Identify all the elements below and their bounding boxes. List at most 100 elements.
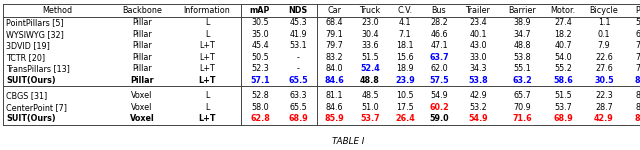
- Text: 33.0: 33.0: [469, 53, 487, 62]
- Text: 71.6: 71.6: [512, 114, 532, 123]
- Text: 84.6: 84.6: [326, 103, 343, 112]
- Text: 15.6: 15.6: [396, 53, 414, 62]
- Text: 45.3: 45.3: [289, 18, 307, 27]
- Text: 47.1: 47.1: [430, 41, 448, 50]
- Text: 52.4: 52.4: [360, 64, 380, 73]
- Text: 22.6: 22.6: [595, 53, 613, 62]
- Text: Pillar: Pillar: [132, 64, 152, 73]
- Text: 42.9: 42.9: [594, 114, 614, 123]
- Text: 43.0: 43.0: [469, 41, 487, 50]
- Text: L+T: L+T: [199, 64, 215, 73]
- Text: 22.3: 22.3: [595, 91, 613, 100]
- Text: C.V.: C.V.: [397, 6, 413, 15]
- Text: -: -: [296, 53, 300, 62]
- Text: 41.9: 41.9: [289, 30, 307, 39]
- Text: SUIT(Ours): SUIT(Ours): [6, 114, 56, 123]
- Text: 26.4: 26.4: [395, 114, 415, 123]
- Text: 83.4: 83.4: [636, 103, 640, 112]
- Text: 46.6: 46.6: [430, 30, 448, 39]
- Text: WYSIWYG [32]: WYSIWYG [32]: [6, 30, 64, 39]
- Text: 54.0: 54.0: [554, 53, 572, 62]
- Text: 57.5: 57.5: [429, 76, 449, 85]
- Text: 85.9: 85.9: [324, 114, 344, 123]
- Text: 7.9: 7.9: [598, 41, 611, 50]
- Text: 59.7: 59.7: [635, 18, 640, 27]
- Text: CBGS [31]: CBGS [31]: [6, 91, 47, 100]
- Text: 58.0: 58.0: [251, 103, 269, 112]
- Text: Method: Method: [42, 6, 72, 15]
- Text: 27.6: 27.6: [595, 64, 613, 73]
- Text: 28.2: 28.2: [430, 18, 448, 27]
- Text: Pillar: Pillar: [132, 53, 152, 62]
- Text: 34.3: 34.3: [469, 64, 487, 73]
- Text: 33.6: 33.6: [361, 41, 379, 50]
- Text: 38.9: 38.9: [513, 18, 531, 27]
- Text: 52.8: 52.8: [251, 91, 269, 100]
- Text: 79.7: 79.7: [326, 41, 344, 50]
- Text: Voxel: Voxel: [131, 91, 153, 100]
- Text: Car: Car: [328, 6, 342, 15]
- Text: 68.4: 68.4: [326, 18, 343, 27]
- Text: 53.7: 53.7: [554, 103, 572, 112]
- Text: 80.1: 80.1: [636, 91, 640, 100]
- Text: 53.1: 53.1: [289, 41, 307, 50]
- Text: 65.5: 65.5: [289, 103, 307, 112]
- Text: 18.2: 18.2: [554, 30, 572, 39]
- Text: 65.0: 65.0: [635, 30, 640, 39]
- Text: TABLE I: TABLE I: [332, 136, 364, 146]
- Text: TransPillars [13]: TransPillars [13]: [6, 64, 70, 73]
- Text: 10.5: 10.5: [396, 91, 414, 100]
- Text: 55.2: 55.2: [554, 64, 572, 73]
- Text: 51.0: 51.0: [361, 103, 379, 112]
- Text: 23.4: 23.4: [469, 18, 487, 27]
- Text: 80.3: 80.3: [634, 76, 640, 85]
- Text: 81.1: 81.1: [326, 91, 343, 100]
- Text: 18.9: 18.9: [396, 64, 414, 73]
- Text: 85.6: 85.6: [634, 114, 640, 123]
- Text: 30.5: 30.5: [594, 76, 614, 85]
- Text: 59.0: 59.0: [429, 114, 449, 123]
- Text: mAP: mAP: [250, 6, 270, 15]
- Text: Trailer: Trailer: [465, 6, 490, 15]
- Text: 7.1: 7.1: [399, 30, 412, 39]
- Text: 48.8: 48.8: [360, 76, 380, 85]
- Text: L+T: L+T: [198, 114, 216, 123]
- Text: 3DVID [19]: 3DVID [19]: [6, 41, 50, 50]
- Text: 45.4: 45.4: [251, 41, 269, 50]
- Text: 48.5: 48.5: [361, 91, 379, 100]
- Text: 30.5: 30.5: [251, 18, 269, 27]
- Text: 63.7: 63.7: [429, 53, 449, 62]
- Text: 76.5: 76.5: [635, 41, 640, 50]
- Text: Voxel: Voxel: [131, 103, 153, 112]
- Text: 35.0: 35.0: [251, 30, 269, 39]
- Text: Information: Information: [184, 6, 230, 15]
- Text: 54.9: 54.9: [468, 114, 488, 123]
- Text: 0.1: 0.1: [598, 30, 611, 39]
- Text: 30.4: 30.4: [361, 30, 379, 39]
- Text: 51.5: 51.5: [361, 53, 379, 62]
- Text: L: L: [205, 18, 209, 27]
- Text: 27.4: 27.4: [554, 18, 572, 27]
- Text: 84.6: 84.6: [324, 76, 344, 85]
- Text: 74.9: 74.9: [635, 53, 640, 62]
- Text: 63.3: 63.3: [289, 91, 307, 100]
- Text: Bicycle: Bicycle: [589, 6, 618, 15]
- Text: 53.8: 53.8: [468, 76, 488, 85]
- Text: 84.0: 84.0: [326, 64, 343, 73]
- Text: 58.6: 58.6: [553, 76, 573, 85]
- Text: 68.9: 68.9: [288, 114, 308, 123]
- Text: NDS: NDS: [289, 6, 308, 15]
- Text: TCTR [20]: TCTR [20]: [6, 53, 45, 62]
- Text: 53.8: 53.8: [513, 53, 531, 62]
- Text: Ped.: Ped.: [636, 6, 640, 15]
- Text: Motor.: Motor.: [550, 6, 575, 15]
- Text: 53.7: 53.7: [360, 114, 380, 123]
- Text: 48.8: 48.8: [513, 41, 531, 50]
- Text: L+T: L+T: [198, 76, 216, 85]
- Text: Bus: Bus: [432, 6, 446, 15]
- Text: 77.9: 77.9: [635, 64, 640, 73]
- Text: 50.5: 50.5: [251, 53, 269, 62]
- Text: 53.2: 53.2: [469, 103, 487, 112]
- Text: Barrier: Barrier: [508, 6, 536, 15]
- Text: 34.7: 34.7: [513, 30, 531, 39]
